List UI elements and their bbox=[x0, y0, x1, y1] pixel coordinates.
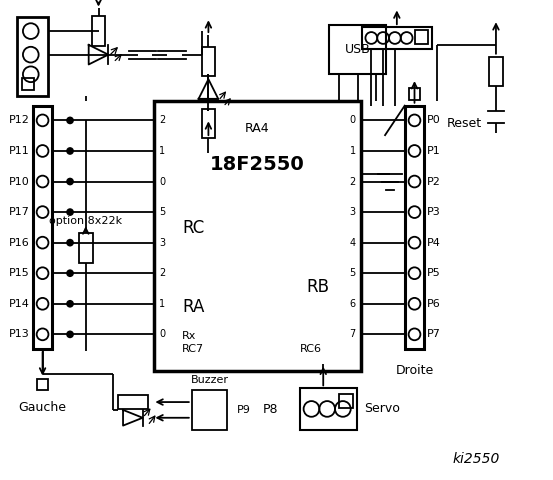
Bar bbox=[79, 233, 92, 263]
Text: Droite: Droite bbox=[395, 364, 434, 377]
Text: Gauche: Gauche bbox=[19, 401, 66, 414]
Bar bbox=[329, 25, 386, 74]
Bar bbox=[362, 27, 432, 49]
Text: 0: 0 bbox=[349, 115, 356, 125]
Text: Servo: Servo bbox=[364, 402, 400, 415]
Text: RA4: RA4 bbox=[245, 122, 270, 135]
Circle shape bbox=[67, 148, 73, 154]
Text: P16: P16 bbox=[9, 238, 30, 248]
Text: 1: 1 bbox=[159, 299, 165, 309]
Bar bbox=[36, 379, 49, 390]
Text: 1: 1 bbox=[349, 146, 356, 156]
Bar bbox=[409, 88, 420, 100]
Circle shape bbox=[67, 331, 73, 337]
Text: 7: 7 bbox=[349, 329, 356, 339]
Text: 3: 3 bbox=[349, 207, 356, 217]
Bar bbox=[17, 17, 49, 96]
Text: 0: 0 bbox=[159, 329, 165, 339]
Text: P11: P11 bbox=[9, 146, 30, 156]
Text: P6: P6 bbox=[427, 299, 441, 309]
Text: 3: 3 bbox=[159, 238, 165, 248]
Text: P2: P2 bbox=[427, 177, 441, 187]
Bar bbox=[22, 78, 34, 90]
Text: P9: P9 bbox=[237, 405, 251, 415]
Circle shape bbox=[67, 240, 73, 246]
Bar bbox=[118, 395, 148, 409]
Text: P7: P7 bbox=[427, 329, 441, 339]
Text: P0: P0 bbox=[427, 115, 441, 125]
Text: Rx: Rx bbox=[182, 331, 196, 341]
Text: P5: P5 bbox=[427, 268, 441, 278]
Text: P14: P14 bbox=[9, 299, 30, 309]
Text: 2: 2 bbox=[159, 268, 165, 278]
Text: Buzzer: Buzzer bbox=[190, 375, 228, 385]
Bar bbox=[201, 47, 215, 76]
Circle shape bbox=[67, 209, 73, 215]
Bar bbox=[154, 101, 361, 371]
Text: USB: USB bbox=[345, 43, 371, 56]
Text: 4: 4 bbox=[349, 238, 356, 248]
Bar bbox=[192, 390, 227, 430]
Bar bbox=[489, 57, 503, 86]
Text: RC: RC bbox=[182, 219, 204, 237]
Text: RC7: RC7 bbox=[182, 344, 204, 354]
Bar bbox=[339, 394, 353, 408]
Bar bbox=[405, 106, 424, 349]
Text: P3: P3 bbox=[427, 207, 441, 217]
Bar bbox=[300, 388, 357, 430]
Circle shape bbox=[67, 301, 73, 307]
Text: RA: RA bbox=[182, 298, 204, 316]
Text: P13: P13 bbox=[9, 329, 30, 339]
Bar bbox=[33, 106, 53, 349]
Text: P15: P15 bbox=[9, 268, 30, 278]
Text: 2: 2 bbox=[349, 177, 356, 187]
Circle shape bbox=[67, 270, 73, 276]
Text: Reset: Reset bbox=[447, 117, 482, 130]
Bar bbox=[92, 16, 106, 46]
Text: option 8x22k: option 8x22k bbox=[49, 216, 122, 227]
Text: 5: 5 bbox=[349, 268, 356, 278]
Text: 1: 1 bbox=[159, 146, 165, 156]
Text: P4: P4 bbox=[427, 238, 441, 248]
Text: 5: 5 bbox=[159, 207, 165, 217]
Circle shape bbox=[67, 179, 73, 184]
Text: P1: P1 bbox=[427, 146, 441, 156]
Bar bbox=[415, 30, 428, 44]
Circle shape bbox=[67, 118, 73, 123]
Text: 18F2550: 18F2550 bbox=[210, 155, 305, 174]
Text: 6: 6 bbox=[349, 299, 356, 309]
Text: P12: P12 bbox=[9, 115, 30, 125]
Text: P10: P10 bbox=[9, 177, 30, 187]
Bar bbox=[201, 108, 215, 138]
Text: RC6: RC6 bbox=[300, 344, 322, 354]
Text: 2: 2 bbox=[159, 115, 165, 125]
Text: P8: P8 bbox=[263, 403, 278, 417]
Text: P17: P17 bbox=[9, 207, 30, 217]
Text: 0: 0 bbox=[159, 177, 165, 187]
Text: ki2550: ki2550 bbox=[453, 452, 500, 466]
Text: RB: RB bbox=[306, 278, 330, 296]
